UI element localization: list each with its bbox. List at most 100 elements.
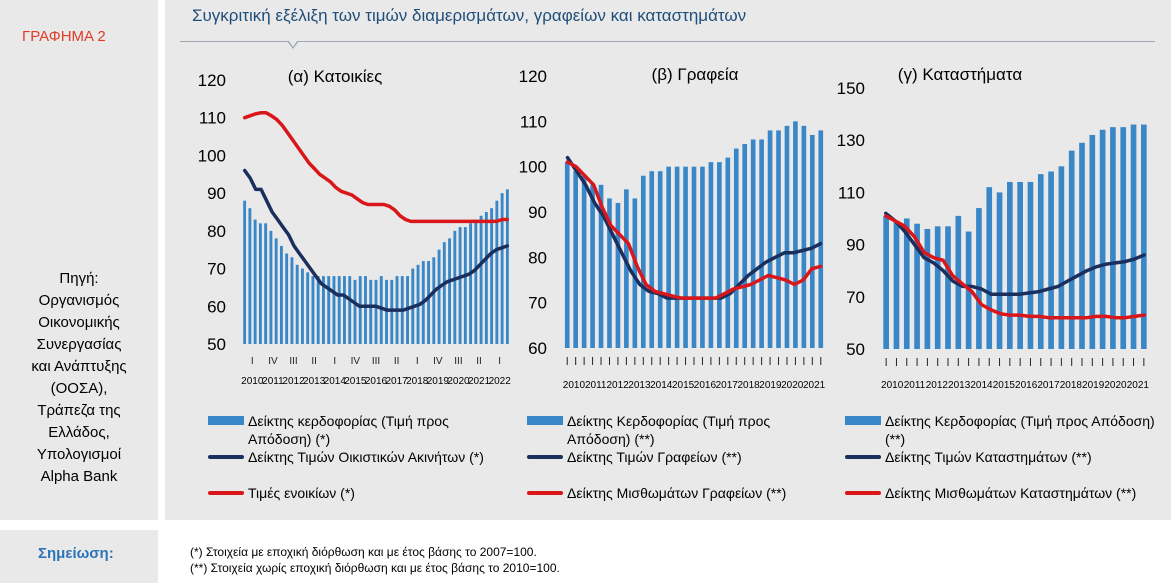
- note-label-box: [0, 530, 158, 583]
- source-label: Πηγή:: [59, 270, 99, 287]
- y-tick-label: 70: [207, 260, 226, 279]
- bar: [469, 223, 473, 344]
- bar: [379, 276, 383, 344]
- bar: [322, 276, 325, 344]
- bar: [448, 238, 452, 344]
- bar: [1079, 142, 1085, 349]
- bar: [243, 200, 247, 344]
- bar: [1017, 181, 1023, 349]
- x-tick-label: 2019: [1082, 380, 1105, 391]
- bar: [945, 226, 951, 349]
- bar: [274, 238, 278, 344]
- offices-chart-svg: (β) Γραφεία 60 70 80 90 100 110 120 2010 2011 2012…: [519, 65, 826, 391]
- note-label: Σημείωση:: [38, 545, 114, 562]
- x-quarter-label: II: [311, 356, 317, 367]
- x-quarter-label: II: [394, 356, 400, 367]
- bar: [285, 253, 289, 344]
- bar: [640, 175, 646, 348]
- legend-label: Δείκτης Κερδοφορίας (Τιμή προς Απόδοση) …: [567, 413, 771, 447]
- legend-item-red: Δείκτης Μισθωμάτων Καταστημάτων (**): [845, 484, 1155, 502]
- x-tick-label: 2014: [650, 380, 673, 391]
- x-tick-label: 2011: [262, 376, 284, 387]
- x-quarter-label: I: [251, 356, 254, 367]
- x-tick-label: 2020: [781, 380, 804, 391]
- x-tick-label: 2018: [737, 380, 760, 391]
- bar: [490, 208, 494, 344]
- source-entity: (ΟΟΣΑ),: [50, 380, 108, 397]
- bar: [674, 166, 680, 348]
- x-tick-label: 2013: [948, 380, 971, 391]
- series-line-navy: [242, 168, 510, 312]
- bar: [248, 208, 252, 344]
- bar: [264, 223, 268, 344]
- x-tick-label: 2011: [585, 380, 607, 391]
- bar: [590, 184, 595, 348]
- bar: [258, 223, 262, 344]
- legend-label: Δείκτης Κερδοφορίας (Τιμή προς Απόδοση) …: [885, 413, 1155, 447]
- bar: [1058, 166, 1065, 349]
- bar: [733, 148, 739, 348]
- x-quarter-label: III: [454, 356, 462, 367]
- legend-line-swatch: [208, 455, 244, 459]
- bar: [573, 171, 579, 348]
- bar: [306, 272, 310, 344]
- bar: [390, 279, 394, 344]
- notes-area: [165, 530, 1171, 583]
- bar: [495, 200, 499, 344]
- bar: [893, 221, 900, 349]
- y-tick-label: 90: [207, 184, 226, 203]
- bar: [784, 125, 790, 348]
- x-tick-label: 2017: [1037, 380, 1060, 391]
- bar: [564, 162, 570, 348]
- bar: [793, 121, 798, 348]
- chart-title: Συγκριτική εξέλιξη των τιμών διαμερισμάτ…: [192, 6, 747, 25]
- legend-line-swatch: [527, 491, 563, 495]
- legend-line-swatch: [527, 455, 563, 459]
- y-tick-label: 70: [528, 294, 547, 313]
- series-line-red: [565, 160, 823, 300]
- source-entity: Ελλάδος,: [48, 424, 110, 441]
- bar: [1130, 124, 1137, 349]
- y-tick-label: 120: [519, 67, 547, 86]
- bar: [442, 242, 446, 344]
- bar: [1027, 181, 1034, 349]
- bar: [996, 192, 1003, 349]
- legend-label: Δείκτης κερδοφορίας (Τιμή προς Απόδοση) …: [248, 413, 449, 447]
- bar: [1141, 124, 1147, 349]
- legend-label: Δείκτης Τιμών Καταστημάτων (**): [885, 449, 1092, 465]
- x-tick-label: 2015: [993, 380, 1016, 391]
- legend-bar-swatch: [527, 416, 563, 425]
- bar: [708, 162, 714, 348]
- bar: [1120, 127, 1127, 350]
- bar: [657, 171, 663, 348]
- x-quarter-label: III: [289, 356, 297, 367]
- y-tick-label: 120: [198, 71, 226, 90]
- bar: [279, 245, 283, 344]
- y-tick-label: 110: [520, 112, 547, 131]
- bar: [427, 261, 430, 344]
- x-tick-label: 2019: [759, 380, 782, 391]
- x-tick-label: 2021: [803, 380, 826, 391]
- bar: [432, 257, 436, 344]
- bar: [348, 276, 352, 344]
- x-tick-label: 2016: [694, 380, 717, 391]
- x-tick-label: 2018: [406, 376, 429, 387]
- bar: [437, 249, 441, 344]
- bar: [505, 189, 509, 344]
- bar: [290, 257, 294, 344]
- panel-housing: (α) Κατοικίες 50 60 70 80 90 100 110 120 I IV III II…: [180, 52, 515, 392]
- bar: [1007, 181, 1013, 349]
- x-tick-label: 2021: [1127, 380, 1150, 391]
- x-tick-label: 2016: [1015, 380, 1038, 391]
- bar: [458, 227, 462, 344]
- bar: [1048, 171, 1054, 349]
- notes-text: (*) Στοιχεία με εποχική διόρθωση και με …: [190, 544, 560, 576]
- panel-title: (γ) Καταστήματα: [898, 65, 1023, 84]
- bar: [327, 276, 331, 344]
- x-tick-label: 2015: [672, 380, 695, 391]
- x-tick-label: 2013: [628, 380, 651, 391]
- x-tick-label: 2015: [344, 376, 367, 387]
- bar: [1099, 129, 1106, 349]
- x-quarter-label: III: [372, 356, 380, 367]
- legend-label: Τιμές ενοικίων (*): [248, 485, 355, 501]
